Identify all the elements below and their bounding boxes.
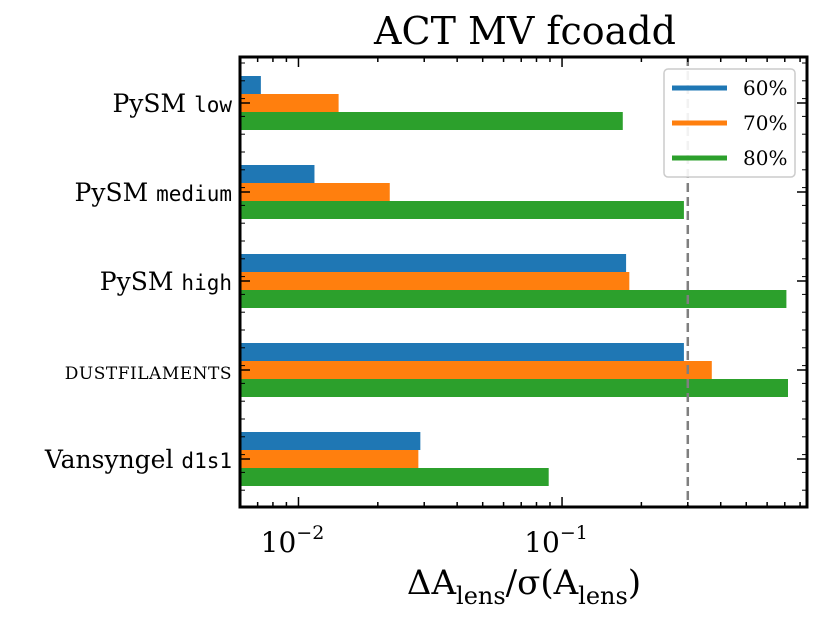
legend-label-1: 70%: [743, 111, 787, 135]
bar-70pct-1: [241, 183, 390, 201]
bar-60pct-1: [241, 165, 315, 183]
legend-box: [663, 68, 796, 178]
y-category-label-1: PySM medium: [75, 178, 232, 207]
bar-70pct-4: [241, 450, 419, 468]
bar-60pct-3: [241, 343, 684, 361]
x-tick-label-exponent: −2: [296, 522, 324, 544]
x-tick-label-base: 10: [524, 526, 560, 559]
x-tick-label-0: 10−2: [261, 522, 325, 559]
bar-80pct-1: [241, 201, 684, 219]
x-axis-label-delta: ΔA: [407, 563, 457, 603]
x-axis-label: ΔAlens/σ(Alens): [407, 563, 641, 610]
plot-frame: [238, 55, 809, 509]
bar-80pct-0: [241, 112, 623, 130]
y-category-caps: DUSTFILAMENTS: [65, 364, 232, 384]
y-category-prefix: Vansyngel: [44, 445, 182, 474]
bar-70pct-2: [241, 272, 630, 290]
bar-70pct-0: [241, 94, 339, 112]
y-category-label-4: Vansyngel d1s1: [44, 445, 232, 474]
legend: 60% 70% 80%: [663, 68, 796, 178]
bar-60pct-2: [241, 254, 627, 272]
bar-80pct-2: [241, 290, 787, 308]
y-category-label-2: PySM high: [100, 267, 232, 296]
bar-60pct-0: [241, 76, 261, 94]
x-tick-label-1: 10−1: [524, 522, 588, 559]
x-tick-label-exponent: −1: [560, 522, 588, 544]
x-axis-label-end: ): [628, 563, 641, 603]
x-tick-label-base: 10: [261, 526, 297, 559]
bars-layer: [241, 76, 789, 486]
y-category-prefix: PySM: [112, 89, 194, 118]
y-category-code: d1s1: [181, 449, 232, 473]
y-category-label-3: DUSTFILAMENTS: [65, 364, 232, 384]
y-category-code: low: [194, 93, 232, 117]
y-category-label-0: PySM low: [112, 89, 232, 118]
legend-label-0: 60%: [743, 76, 787, 100]
x-tick-labels: 10−2 10−1: [261, 522, 588, 559]
bar-70pct-3: [241, 361, 712, 379]
y-category-prefix: PySM: [100, 267, 182, 296]
y-category-code: medium: [156, 182, 232, 206]
x-axis-label-mid: /σ(A: [506, 563, 579, 603]
bar-80pct-4: [241, 468, 549, 486]
x-axis-label-sub2: lens: [578, 582, 628, 610]
bar-60pct-4: [241, 432, 421, 450]
legend-label-2: 80%: [743, 146, 787, 170]
chart-title: ACT MV fcoadd: [373, 9, 676, 53]
y-category-prefix: PySM: [75, 178, 157, 207]
bar-80pct-3: [241, 379, 789, 397]
y-category-code: high: [181, 271, 232, 295]
x-axis-label-sub1: lens: [456, 582, 506, 610]
